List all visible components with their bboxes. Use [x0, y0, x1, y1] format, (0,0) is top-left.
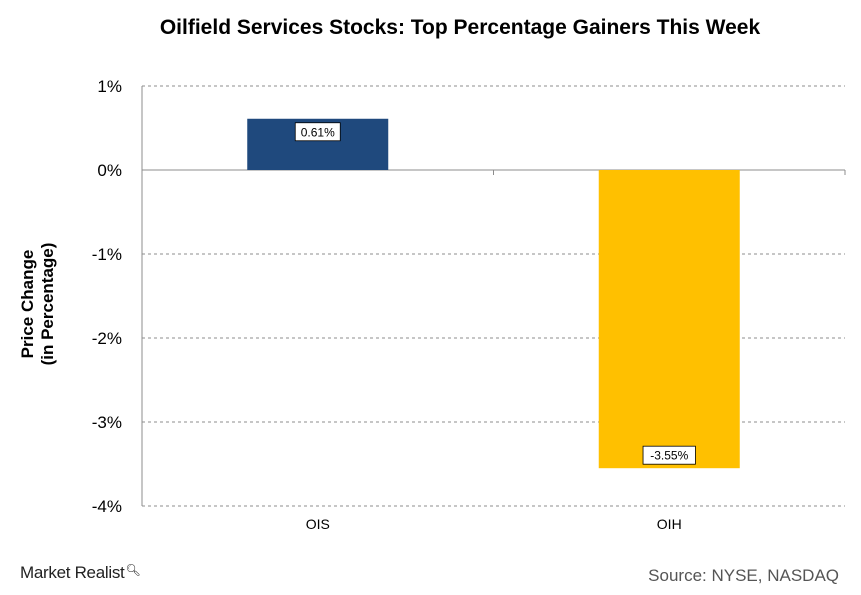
y-axis-label-group: Price Change (in Percentage) — [18, 243, 57, 366]
y-tick-label: -2% — [92, 329, 122, 348]
data-label: -3.55% — [650, 449, 688, 463]
y-tick-label: -1% — [92, 245, 122, 264]
data-label: 0.61% — [301, 125, 335, 139]
source-note: Source: NYSE, NASDAQ — [648, 566, 839, 585]
brand-logo: Market Realist🔍︎ — [20, 563, 141, 583]
chart-title: Oilfield Services Stocks: Top Percentage… — [159, 16, 761, 39]
y-axis-label: Price Change (in Percentage) — [18, 243, 57, 366]
data-label-box — [642, 445, 696, 465]
y-tick-label: 0% — [97, 161, 122, 180]
y-tick-label: 1% — [97, 77, 122, 96]
y-tick-label: -3% — [92, 413, 122, 432]
bar-oih — [598, 170, 740, 469]
y-tick-label: -4% — [92, 497, 122, 516]
y-axis-label-line2: (in Percentage) — [38, 243, 57, 366]
axes: 1% 0% -1% -2% -3% -4% OIS OIH — [92, 77, 846, 532]
data-label-box — [294, 122, 341, 142]
y-axis-label-line1: Price Change — [18, 250, 37, 359]
brand-logo-text: Market Realist — [20, 563, 125, 582]
bars — [247, 118, 740, 469]
x-tick-label: OIS — [306, 516, 330, 532]
data-labels: 0.61% -3.55% — [294, 122, 696, 465]
magnifier-icon: 🔍︎ — [125, 563, 141, 577]
x-tick-label: OIH — [657, 516, 682, 532]
